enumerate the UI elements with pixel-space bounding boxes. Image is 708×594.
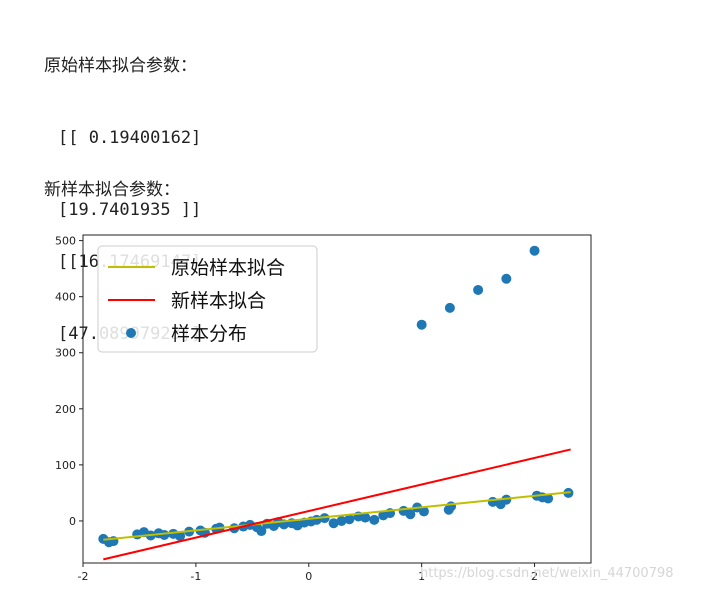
legend-box [97,245,318,353]
scatter-point [336,515,347,526]
y-tick-label: 200 [55,403,76,416]
legend-marker-swatch [126,328,136,338]
scatter-point [328,518,339,529]
chart-axes: -2 -1 0 1 2 0 100 200 300 400 500 [55,234,592,583]
y-tick-label: 0 [69,515,76,528]
scatter-point [159,529,170,540]
scatter-point [446,501,457,512]
new-params-heading: 新样本拟合参数： [44,180,180,200]
scatter-point [256,526,267,537]
scatter-point [405,509,416,520]
chart-marks [98,245,574,561]
x-tick-label: -1 [190,570,201,583]
scatter-point [418,506,429,517]
legend-label: 原始样本拟合 [171,257,285,279]
scatter-point [543,493,554,504]
scatter-point [501,273,512,284]
x-tick-label: -2 [78,570,89,583]
scatter-point [369,514,380,525]
scatter-point [529,245,540,256]
scatter-point [416,319,427,330]
scatter-point [360,512,371,523]
scatter-point [344,514,355,525]
x-tick-label: 0 [305,570,312,583]
x-tick-label: 1 [418,570,425,583]
scatter-point [175,531,186,542]
fit-line [103,448,571,561]
legend-label: 新样本拟合 [171,290,266,312]
scatter-point [444,302,455,313]
y-tick-label: 500 [55,235,76,248]
original-params-line-1: [[ 0.19400162] [58,128,202,148]
original-params-line-2: [19.7401935 ]] [58,200,202,220]
legend-label: 样本分布 [171,323,247,345]
x-tick-label: 2 [531,570,538,583]
fit-line [103,491,571,541]
y-tick-label: 100 [55,459,76,472]
original-params-output: 原始样本拟合参数： [[ 0.19400162] [19.7401935 ]] [44,6,201,246]
y-tick-label: 300 [55,347,76,360]
y-tick-label: 400 [55,291,76,304]
original-params-heading: 原始样本拟合参数： [44,56,197,76]
watermark: https://blog.csdn.net/weixin_44700798 [420,566,674,581]
scatter-point [473,284,484,295]
plot-frame [82,234,592,564]
